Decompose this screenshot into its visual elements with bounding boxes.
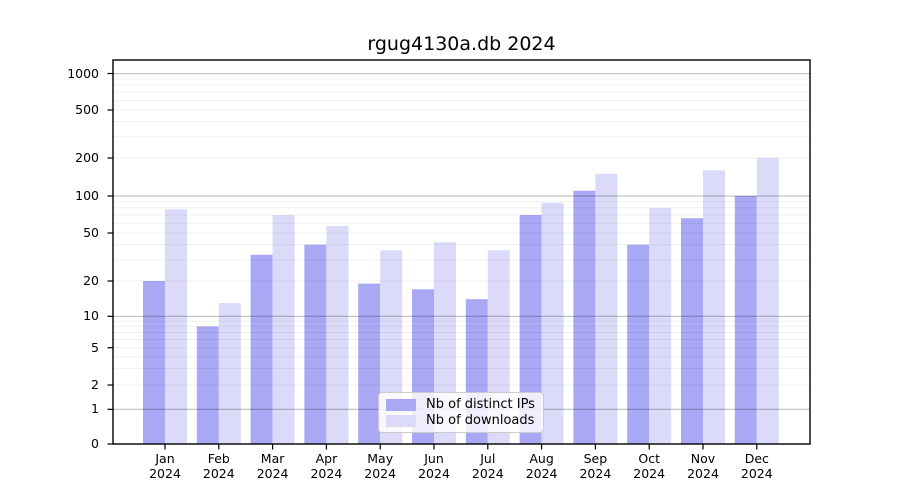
x-tick-label-apr: Apr 2024 <box>294 451 358 481</box>
x-tick-month: Aug <box>529 451 554 466</box>
x-tick-month: Dec <box>744 451 769 466</box>
bar-distinct-ips-aug <box>519 215 542 444</box>
bar-downloads-apr <box>326 226 349 444</box>
x-tick-year: 2024 <box>740 466 773 481</box>
bar-distinct-ips-sep <box>573 190 596 444</box>
y-tick-label-200: 200 <box>75 149 99 165</box>
y-tick-label-100: 100 <box>75 188 99 203</box>
plot-border <box>112 59 811 445</box>
y-tick-label-500: 500 <box>75 101 99 117</box>
bar-downloads-aug <box>541 202 564 444</box>
x-tick-year: 2024 <box>525 466 558 481</box>
x-tick-month: Jan <box>155 451 175 466</box>
bar-distinct-ips-oct <box>627 244 650 444</box>
bar-downloads-nov <box>703 170 725 444</box>
x-tick-label-mar: Mar 2024 <box>241 451 305 481</box>
x-tick-year: 2024 <box>418 466 450 481</box>
bar-distinct-ips-dec <box>734 196 757 444</box>
legend-swatch-downloads <box>386 414 416 428</box>
x-tick-label-aug: Aug 2024 <box>510 451 574 481</box>
x-tick-year: 2024 <box>256 466 289 481</box>
x-tick-month: Jun <box>424 451 444 466</box>
bar-distinct-ips-feb <box>196 326 219 444</box>
bar-distinct-ips-mar <box>250 254 273 444</box>
legend-label-downloads: Nb of downloads <box>426 413 535 428</box>
bar-downloads-oct <box>649 207 672 444</box>
x-tick-label-may: May 2024 <box>348 451 412 481</box>
x-tick-month: Sep <box>583 451 608 466</box>
chart-title: rgug4130a.db 2024 <box>367 33 556 55</box>
x-tick-year: 2024 <box>149 466 181 481</box>
bar-downloads-mar <box>272 215 295 444</box>
x-tick-month: Nov <box>690 451 716 466</box>
x-tick-label-nov: Nov 2024 <box>671 451 735 481</box>
x-tick-month: Jul <box>480 451 496 466</box>
x-tick-month: May <box>367 451 394 466</box>
x-tick-month: Apr <box>315 451 338 466</box>
y-tick-label-0: 0 <box>91 436 99 451</box>
bar-distinct-ips-jan <box>143 280 165 444</box>
x-tick-label-jul: Jul 2024 <box>456 451 520 481</box>
x-tick-year: 2024 <box>202 466 235 481</box>
x-tick-label-sep: Sep 2024 <box>563 451 627 481</box>
y-tick-label-10: 10 <box>83 308 99 324</box>
bar-downloads-feb <box>218 302 241 444</box>
y-tick-label-1000: 1000 <box>67 65 99 81</box>
legend-label-distinct-ips: Nb of distinct IPs <box>426 397 535 412</box>
x-tick-label-feb: Feb 2024 <box>187 451 251 481</box>
bar-distinct-ips-nov <box>681 218 703 444</box>
y-tick-label-2: 2 <box>91 377 99 393</box>
x-tick-label-dec: Dec 2024 <box>725 451 789 481</box>
y-tick-label-1: 1 <box>91 401 99 417</box>
legend-swatch-distinct-ips <box>386 398 416 412</box>
x-tick-year: 2024 <box>364 466 397 481</box>
x-tick-month: Mar <box>260 451 285 466</box>
legend-item-downloads: Nb of downloads <box>386 414 536 428</box>
x-tick-label-jun: Jun 2024 <box>402 451 466 481</box>
bar-downloads-jan <box>165 209 187 444</box>
bar-downloads-sep <box>595 173 618 444</box>
y-tick-label-20: 20 <box>83 272 99 288</box>
bar-distinct-ips-apr <box>304 244 327 444</box>
bar-distinct-ips-may <box>358 283 381 444</box>
x-tick-year: 2024 <box>471 466 504 481</box>
y-tick-label-50: 50 <box>83 224 99 240</box>
x-tick-label-oct: Oct 2024 <box>617 451 681 481</box>
x-tick-year: 2024 <box>687 466 719 481</box>
x-tick-month: Feb <box>207 451 230 466</box>
bar-downloads-dec <box>756 157 779 444</box>
x-tick-year: 2024 <box>310 466 343 481</box>
x-tick-month: Oct <box>638 451 660 466</box>
x-tick-label-jan: Jan 2024 <box>133 451 197 481</box>
y-tick-label-5: 5 <box>91 339 99 355</box>
legend-item-distinct-ips: Nb of distinct IPs <box>386 398 536 412</box>
legend: Nb of distinct IPs Nb of downloads <box>378 392 544 433</box>
x-tick-year: 2024 <box>633 466 666 481</box>
x-tick-year: 2024 <box>579 466 612 481</box>
